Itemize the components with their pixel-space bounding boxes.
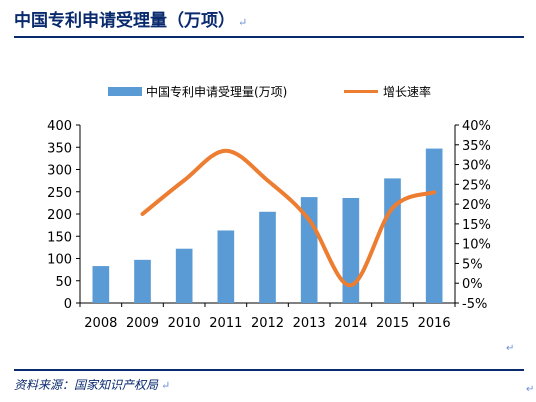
x-tick-label: 2008 bbox=[84, 316, 117, 331]
bar-2008 bbox=[92, 266, 110, 303]
y-right-tick-label: 30% bbox=[462, 159, 491, 174]
return-mark-icon: ↵ bbox=[526, 384, 535, 395]
x-tick-label: 2009 bbox=[126, 316, 159, 331]
x-tick-label: 2011 bbox=[209, 316, 242, 331]
bar-2014 bbox=[342, 197, 360, 303]
legend-label-patents: 中国专利申请受理量(万项) bbox=[146, 84, 287, 99]
x-tick-label: 2014 bbox=[334, 316, 367, 331]
y-left-tick-label: 100 bbox=[47, 253, 72, 268]
top-divider bbox=[14, 36, 524, 38]
y-right-tick-label: 10% bbox=[462, 238, 491, 253]
y-right-tick-label: -5% bbox=[462, 297, 487, 312]
y-left-tick-label: 50 bbox=[55, 275, 72, 290]
source-note: 资料来源：国家知识产权局 ↵ bbox=[14, 376, 170, 393]
x-tick-label: 2010 bbox=[168, 316, 201, 331]
bar-2011 bbox=[217, 230, 235, 303]
legend-label-growth: 增长速率 bbox=[383, 84, 431, 99]
bar-2010 bbox=[175, 248, 193, 303]
bar-2015 bbox=[384, 178, 401, 303]
x-tick-label: 2012 bbox=[251, 316, 284, 331]
bar-2012 bbox=[259, 211, 276, 303]
y-right-tick-label: 5% bbox=[462, 257, 483, 272]
bar-2016 bbox=[425, 148, 443, 303]
x-tick-label: 2015 bbox=[376, 316, 409, 331]
x-tick-label: 2013 bbox=[293, 316, 326, 331]
x-tick-label: 2016 bbox=[418, 316, 451, 331]
y-left-tick-label: 300 bbox=[47, 164, 72, 179]
chart-title: 中国专利申请受理量（万项） ↵ bbox=[14, 6, 247, 31]
bar-2009 bbox=[134, 259, 151, 303]
legend-swatch-patents bbox=[108, 87, 142, 96]
return-mark-icon: ↵ bbox=[238, 16, 248, 29]
chart-title-text: 中国专利申请受理量（万项） bbox=[14, 11, 235, 31]
bottom-divider bbox=[14, 369, 524, 371]
y-right-tick-label: 20% bbox=[462, 198, 491, 213]
y-right-tick-label: 25% bbox=[462, 178, 491, 193]
return-mark-icon: ↵ bbox=[161, 379, 171, 392]
y-left-tick-label: 400 bbox=[47, 119, 72, 134]
y-left-tick-label: 250 bbox=[47, 186, 72, 201]
y-left-tick-label: 350 bbox=[47, 141, 72, 156]
y-right-tick-label: 0% bbox=[462, 277, 483, 292]
growth-rate-line bbox=[140, 148, 437, 288]
y-left-tick-label: 150 bbox=[47, 230, 72, 245]
y-right-tick-label: 35% bbox=[462, 139, 491, 154]
return-mark-icon: ↵ bbox=[506, 343, 515, 354]
y-right-tick-label: 15% bbox=[462, 218, 491, 233]
patent-chart: 中国专利申请受理量(万项) 增长速率 0 50 100 150 200 250 300 350 40… bbox=[47, 84, 491, 331]
y-right-tick-label: 40% bbox=[462, 119, 491, 134]
y-left-tick-label: 200 bbox=[47, 208, 72, 223]
y-left-tick-label: 0 bbox=[64, 297, 72, 312]
source-text: 资料来源：国家知识产权局 bbox=[14, 378, 159, 392]
